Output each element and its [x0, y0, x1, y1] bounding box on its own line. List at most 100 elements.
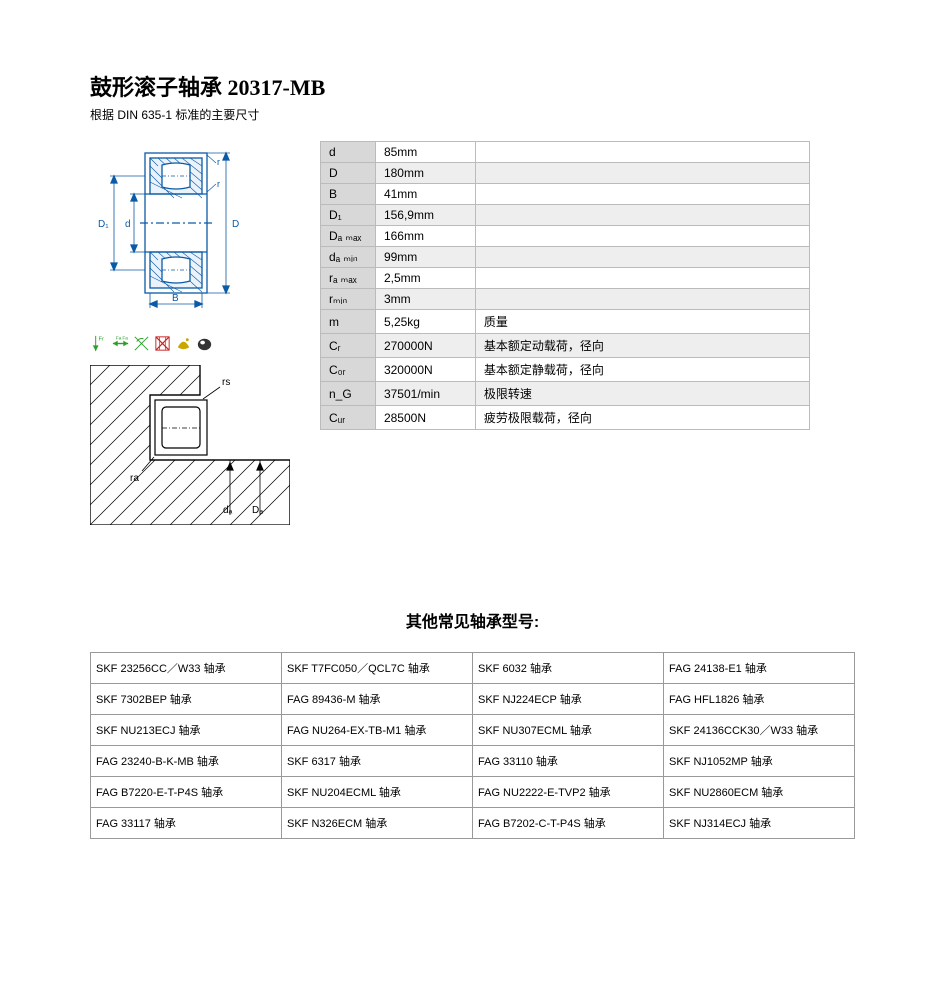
- spec-value: 156,9mm: [375, 205, 475, 226]
- model-cell: FAG HFL1826 轴承: [664, 684, 855, 715]
- spec-desc: [475, 247, 809, 268]
- spec-row: B41mm: [321, 184, 810, 205]
- label-r1: r: [217, 157, 220, 167]
- spec-value: 37501/min: [375, 382, 475, 406]
- spec-desc: [475, 205, 809, 226]
- abutment-diagram: rs ra dₐ Dₐ: [90, 365, 290, 525]
- spec-value: 270000N: [375, 334, 475, 358]
- spec-value: 320000N: [375, 358, 475, 382]
- spec-row: rₐ ₘₐₓ2,5mm: [321, 268, 810, 289]
- model-cell: SKF NU204ECML 轴承: [282, 777, 473, 808]
- model-cell: FAG 33117 轴承: [91, 808, 282, 839]
- model-cell: SKF NJ314ECJ 轴承: [664, 808, 855, 839]
- spec-label: rₘᵢₙ: [321, 289, 376, 310]
- spec-value: 166mm: [375, 226, 475, 247]
- svg-text:Fa: Fa: [122, 336, 128, 342]
- model-cell: FAG NU2222-E-TVP2 轴承: [473, 777, 664, 808]
- label-rs: rs: [222, 377, 230, 388]
- spec-label: D: [321, 163, 376, 184]
- model-row: SKF 7302BEP 轴承FAG 89436-M 轴承SKF NJ224ECP…: [91, 684, 855, 715]
- label-D: D: [232, 219, 239, 230]
- spec-table-wrapper: d85mmD180mmB41mmD₁156,9mmDₐ ₘₐₓ166mmdₐ ₘ…: [320, 141, 810, 528]
- model-cell: FAG 23240-B-K-MB 轴承: [91, 746, 282, 777]
- spec-value: 2,5mm: [375, 268, 475, 289]
- grease-icon: [174, 334, 193, 353]
- spec-value: 180mm: [375, 163, 475, 184]
- spec-value: 85mm: [375, 142, 475, 163]
- spec-label: d: [321, 142, 376, 163]
- model-cell: SKF 6032 轴承: [473, 653, 664, 684]
- radial-force-icon: Fr: [90, 334, 109, 353]
- model-cell: FAG NU264-EX-TB-M1 轴承: [282, 715, 473, 746]
- model-cell: SKF 6317 轴承: [282, 746, 473, 777]
- model-cell: FAG B7202-C-T-P4S 轴承: [473, 808, 664, 839]
- svg-text:Fa: Fa: [116, 336, 122, 342]
- spec-value: 3mm: [375, 289, 475, 310]
- misalignment-icon: [132, 334, 151, 353]
- spec-desc: [475, 184, 809, 205]
- label-B: B: [172, 293, 179, 304]
- other-models-title: 其他常见轴承型号:: [90, 608, 855, 632]
- model-cell: SKF NJ224ECP 轴承: [473, 684, 664, 715]
- spec-desc: 极限转速: [475, 382, 809, 406]
- label-r2: r: [217, 179, 220, 189]
- model-row: FAG 33117 轴承SKF N326ECM 轴承FAG B7202-C-T-…: [91, 808, 855, 839]
- spec-value: 99mm: [375, 247, 475, 268]
- model-row: SKF 23256CC／W33 轴承SKF T7FC050／QCL7C 轴承SK…: [91, 653, 855, 684]
- spec-row: Cᵤᵣ28500N疲劳极限载荷，径向: [321, 406, 810, 430]
- model-cell: FAG 24138-E1 轴承: [664, 653, 855, 684]
- model-cell: SKF NJ1052MP 轴承: [664, 746, 855, 777]
- spec-row: D₁156,9mm: [321, 205, 810, 226]
- spec-label: D₁: [321, 205, 376, 226]
- model-cell: SKF T7FC050／QCL7C 轴承: [282, 653, 473, 684]
- spec-value: 28500N: [375, 406, 475, 430]
- model-cell: SKF 23256CC／W33 轴承: [91, 653, 282, 684]
- spec-desc: [475, 289, 809, 310]
- model-cell: SKF NU307ECML 轴承: [473, 715, 664, 746]
- spec-label: Cᵣ: [321, 334, 376, 358]
- spec-label: Cᵤᵣ: [321, 406, 376, 430]
- model-row: SKF NU213ECJ 轴承FAG NU264-EX-TB-M1 轴承SKF …: [91, 715, 855, 746]
- model-cell: SKF NU213ECJ 轴承: [91, 715, 282, 746]
- spec-desc: 基本额定动载荷，径向: [475, 334, 809, 358]
- model-cell: SKF 7302BEP 轴承: [91, 684, 282, 715]
- spec-row: n_G37501/min极限转速: [321, 382, 810, 406]
- spec-label: rₐ ₘₐₓ: [321, 268, 376, 289]
- axial-force-icon: FaFa: [111, 334, 130, 353]
- spec-desc: 基本额定静载荷，径向: [475, 358, 809, 382]
- top-section: D₁ d D B r r Fr FaFa: [90, 141, 855, 528]
- spec-row: rₘᵢₙ3mm: [321, 289, 810, 310]
- model-row: FAG 23240-B-K-MB 轴承SKF 6317 轴承FAG 33110 …: [91, 746, 855, 777]
- spec-label: C₀ᵣ: [321, 358, 376, 382]
- label-da: dₐ: [223, 505, 233, 516]
- model-cell: FAG B7220-E-T-P4S 轴承: [91, 777, 282, 808]
- model-cell: FAG 33110 轴承: [473, 746, 664, 777]
- label-d1: D₁: [98, 219, 109, 230]
- spec-label: m: [321, 310, 376, 334]
- spec-label: Dₐ ₘₐₓ: [321, 226, 376, 247]
- model-cell: SKF N326ECM 轴承: [282, 808, 473, 839]
- spec-desc: [475, 163, 809, 184]
- oil-icon: [195, 334, 214, 353]
- not-separable-icon: [153, 334, 172, 353]
- model-cell: SKF 24136CCK30／W33 轴承: [664, 715, 855, 746]
- spec-label: B: [321, 184, 376, 205]
- bearing-cross-section-diagram: D₁ d D B r r: [90, 141, 260, 311]
- spec-desc: 疲劳极限载荷，径向: [475, 406, 809, 430]
- spec-desc: 质量: [475, 310, 809, 334]
- spec-row: D180mm: [321, 163, 810, 184]
- diagram-column: D₁ d D B r r Fr FaFa: [90, 141, 290, 528]
- page-subtitle: 根据 DIN 635-1 标准的主要尺寸: [90, 106, 855, 123]
- spec-label: n_G: [321, 382, 376, 406]
- spec-row: C₀ᵣ320000N基本额定静载荷，径向: [321, 358, 810, 382]
- page-title: 鼓形滚子轴承 20317-MB: [90, 70, 855, 102]
- spec-value: 5,25kg: [375, 310, 475, 334]
- model-table: SKF 23256CC／W33 轴承SKF T7FC050／QCL7C 轴承SK…: [90, 652, 855, 839]
- spec-value: 41mm: [375, 184, 475, 205]
- spec-row: Cᵣ270000N基本额定动载荷，径向: [321, 334, 810, 358]
- model-cell: SKF NU2860ECM 轴承: [664, 777, 855, 808]
- spec-desc: [475, 268, 809, 289]
- spec-row: Dₐ ₘₐₓ166mm: [321, 226, 810, 247]
- spec-row: dₐ ₘᵢₙ99mm: [321, 247, 810, 268]
- svg-text:Fr: Fr: [99, 337, 104, 343]
